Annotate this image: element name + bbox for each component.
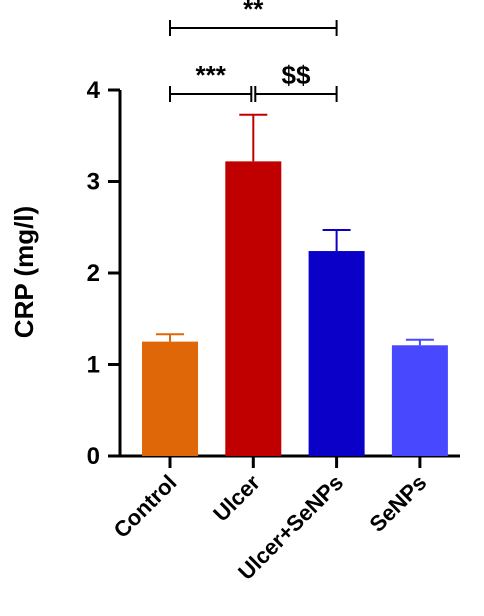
significance-label: ** [243, 0, 264, 24]
bars [142, 161, 448, 456]
error-bars [156, 113, 434, 346]
significance-brackets: *** $$ ** [169, 0, 338, 102]
bar-control [142, 341, 198, 456]
y-tick-label: 4 [87, 77, 101, 104]
significance-label: $$ [281, 60, 310, 90]
bar-senps [391, 345, 448, 456]
bar-ulcer-senps [308, 251, 365, 456]
y-tick-label: 2 [87, 260, 100, 287]
y-tick-label: 3 [87, 169, 100, 196]
bar-ulcer [225, 161, 282, 456]
x-tick-label: Ulcer [208, 470, 265, 527]
y-axis-label: CRP (mg/l) [9, 206, 39, 338]
y-tick-label: 1 [87, 352, 100, 379]
x-tick-label: SeNPs [364, 470, 431, 537]
y-tick-label: 0 [87, 443, 100, 470]
x-tick-label: Control [109, 470, 182, 543]
significance-label: *** [195, 60, 226, 90]
